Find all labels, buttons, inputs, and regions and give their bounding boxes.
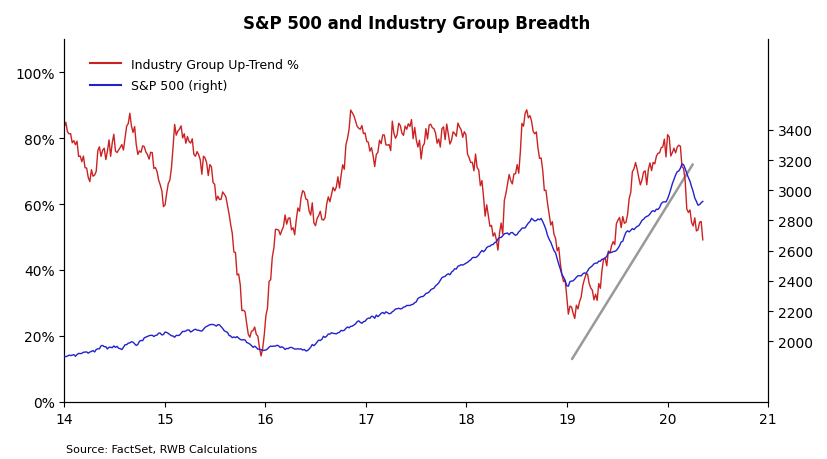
Legend: Industry Group Up-Trend %, S&P 500 (right): Industry Group Up-Trend %, S&P 500 (righ… (84, 54, 304, 98)
Title: S&P 500 and Industry Group Breadth: S&P 500 and Industry Group Breadth (242, 15, 589, 33)
Text: Source: FactSet, RWB Calculations: Source: FactSet, RWB Calculations (66, 444, 257, 454)
